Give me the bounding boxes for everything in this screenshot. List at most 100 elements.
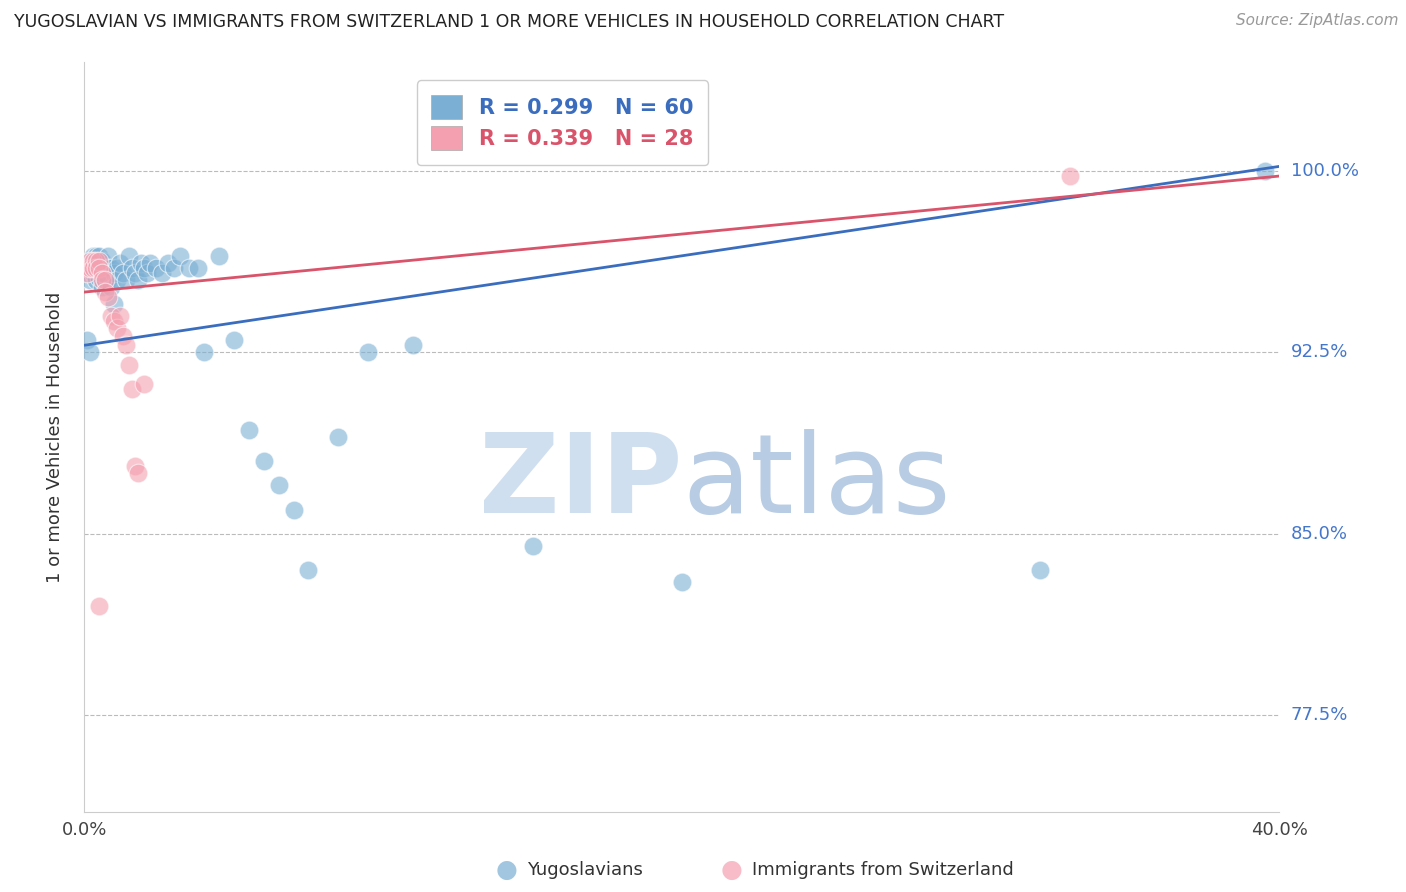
Point: [105, 321, 128, 335]
Point: [253, 454, 276, 468]
Point: [86, 273, 108, 287]
Point: [1029, 563, 1052, 577]
Point: [105, 260, 128, 275]
Point: [97, 290, 120, 304]
Point: [76, 260, 98, 275]
Text: Immigrants from Switzerland: Immigrants from Switzerland: [752, 861, 1014, 879]
Point: [97, 249, 120, 263]
Point: [187, 260, 209, 275]
Point: [139, 256, 162, 270]
Point: [169, 249, 191, 263]
Point: [89, 249, 111, 263]
Point: [121, 382, 143, 396]
Point: [671, 575, 693, 590]
Point: [100, 260, 122, 275]
Point: [103, 297, 125, 311]
Point: [100, 310, 122, 324]
Point: [136, 266, 159, 280]
Point: [177, 260, 200, 275]
Point: [94, 273, 117, 287]
Point: [91, 273, 114, 287]
Point: [89, 260, 111, 275]
Text: Source: ZipAtlas.com: Source: ZipAtlas.com: [1236, 13, 1399, 29]
Point: [112, 266, 135, 280]
Point: [89, 599, 111, 614]
Point: [193, 345, 215, 359]
Point: [157, 256, 180, 270]
Text: 100.0%: 100.0%: [1291, 162, 1358, 180]
Point: [91, 266, 114, 280]
Point: [145, 260, 167, 275]
Point: [89, 253, 111, 268]
Y-axis label: 1 or more Vehicles in Household: 1 or more Vehicles in Household: [45, 292, 63, 582]
Point: [86, 253, 108, 268]
Text: 85.0%: 85.0%: [1291, 524, 1347, 542]
Point: [79, 260, 101, 275]
Point: [91, 266, 114, 280]
Point: [121, 260, 143, 275]
Point: [97, 260, 120, 275]
Point: [402, 338, 425, 352]
Point: [79, 253, 101, 268]
Point: [522, 539, 544, 553]
Text: ZIP: ZIP: [478, 428, 682, 535]
Point: [129, 256, 152, 270]
Point: [100, 280, 122, 294]
Point: [283, 502, 305, 516]
Point: [118, 249, 141, 263]
Point: [86, 260, 108, 275]
Text: 92.5%: 92.5%: [1291, 343, 1348, 361]
Point: [94, 285, 117, 299]
Point: [82, 249, 104, 263]
Point: [79, 345, 101, 359]
Point: [132, 260, 156, 275]
Point: [124, 266, 146, 280]
Point: [110, 310, 132, 324]
Point: [86, 249, 108, 263]
Point: [89, 270, 111, 285]
Point: [91, 253, 114, 268]
Legend: R = 0.299   N = 60, R = 0.339   N = 28: R = 0.299 N = 60, R = 0.339 N = 28: [416, 80, 709, 165]
Point: [76, 260, 98, 275]
Point: [86, 260, 108, 275]
Point: [115, 338, 138, 352]
Point: [103, 266, 125, 280]
Point: [76, 334, 98, 348]
Text: YUGOSLAVIAN VS IMMIGRANTS FROM SWITZERLAND 1 OR MORE VEHICLES IN HOUSEHOLD CORRE: YUGOSLAVIAN VS IMMIGRANTS FROM SWITZERLA…: [14, 13, 1004, 31]
Text: ●: ●: [720, 858, 742, 881]
Point: [127, 467, 149, 481]
Point: [97, 273, 120, 287]
Point: [357, 345, 380, 359]
Point: [82, 266, 104, 280]
Point: [132, 376, 156, 391]
Point: [238, 423, 260, 437]
Point: [82, 260, 104, 275]
Point: [82, 253, 104, 268]
Point: [82, 260, 104, 275]
Point: [297, 563, 319, 577]
Point: [1059, 169, 1081, 183]
Point: [105, 273, 128, 287]
Point: [76, 266, 98, 280]
Point: [222, 334, 245, 348]
Text: ●: ●: [495, 858, 517, 881]
Point: [150, 266, 173, 280]
Point: [118, 358, 141, 372]
Point: [94, 273, 117, 287]
Point: [110, 256, 132, 270]
Point: [94, 260, 117, 275]
Point: [124, 459, 146, 474]
Point: [127, 273, 149, 287]
Point: [267, 478, 290, 492]
Point: [103, 314, 125, 328]
Point: [208, 249, 231, 263]
Point: [79, 273, 101, 287]
Point: [1253, 164, 1275, 178]
Point: [89, 260, 111, 275]
Point: [91, 280, 114, 294]
Text: atlas: atlas: [682, 428, 950, 535]
Point: [115, 273, 138, 287]
Point: [163, 260, 186, 275]
Text: 77.5%: 77.5%: [1291, 706, 1348, 724]
Text: Yugoslavians: Yugoslavians: [527, 861, 643, 879]
